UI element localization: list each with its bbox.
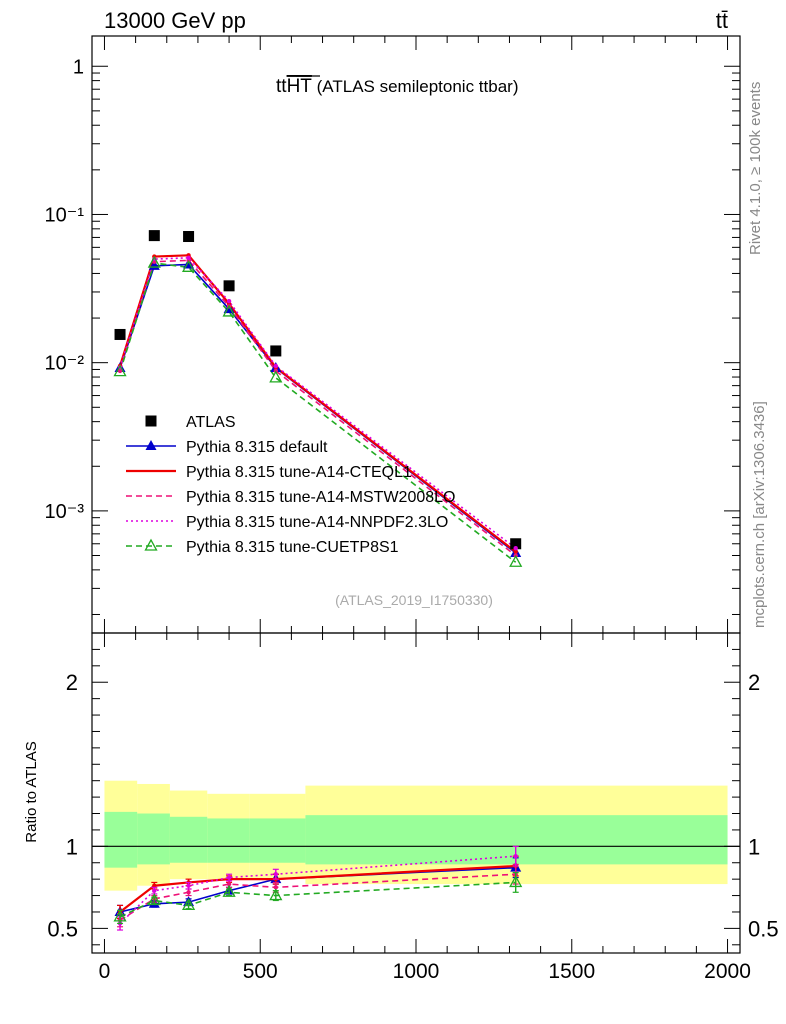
ratio-point xyxy=(186,883,191,888)
main-axes: 1 10⁻¹ 10⁻² 10⁻³ xyxy=(45,36,740,633)
ratio-point xyxy=(273,872,279,877)
ratio-y-tick-label-right: 1 xyxy=(748,834,760,859)
legend-label: Pythia 8.315 default xyxy=(186,439,328,456)
ratio-series-line xyxy=(119,881,516,918)
y-tick-label: 10⁻¹ xyxy=(45,204,85,226)
series-line xyxy=(119,262,517,563)
main-panel: 1 10⁻¹ 10⁻² 10⁻³ ttHT (ATLAS semileptonic t… xyxy=(45,35,741,634)
y-tick-label: 10⁻² xyxy=(45,353,85,375)
series-point xyxy=(181,259,196,272)
series-point xyxy=(113,364,127,377)
ratio-data-layer xyxy=(92,780,740,931)
ratio-axes: 0.5 0.5 1 1 2 2 0 500 1000 1500 2000 xyxy=(47,633,779,983)
legend-label: Pythia 8.315 tune-A14-NNPDF2.3LO xyxy=(186,514,448,531)
data-point xyxy=(183,231,195,243)
y-tick-label: 10⁻³ xyxy=(45,501,85,523)
ratio-panel: 0.5 0.5 1 1 2 2 0 500 1000 1500 2000 Ratio to ATLA… xyxy=(23,632,779,983)
x-tick-label: 1000 xyxy=(393,960,440,983)
series-point xyxy=(269,370,283,383)
rivet-label: Rivet 4.1.0, ≥ 100k events xyxy=(747,82,764,255)
y-tick-label: 1 xyxy=(73,56,84,78)
mcplots-label: mcplots.cern.ch [arXiv:1306.3436] xyxy=(751,401,768,628)
series-point xyxy=(226,298,232,304)
ratio-y-tick-label: 1 xyxy=(66,834,78,859)
legend-label: Pythia 8.315 tune-CUETP8S1 xyxy=(186,539,399,556)
x-tick-label: 0 xyxy=(99,960,111,983)
title-rest: (ATLAS semileptonic ttbar) xyxy=(312,77,519,96)
series-point xyxy=(273,363,279,369)
title-main: tt xyxy=(276,76,287,97)
data-point xyxy=(114,328,126,340)
legend: ATLAS Pythia 8.315 default Pythia 8.315 tu… xyxy=(126,414,455,556)
ratio-ylabel: Ratio to ATLAS xyxy=(23,741,40,842)
legend-marker xyxy=(145,440,157,450)
ratio-point xyxy=(273,885,279,890)
ratio-point xyxy=(513,853,518,859)
legend-marker xyxy=(145,415,157,427)
uncertainty-band-inner xyxy=(207,818,250,863)
x-tick-label: 1500 xyxy=(548,960,595,983)
uncertainty-band-inner xyxy=(137,813,170,865)
ratio-y-tick-label: 0.5 xyxy=(47,916,78,941)
uncertainty-band-inner xyxy=(249,818,306,863)
legend-label: Pythia 8.315 tune-A14-CTEQL1 xyxy=(186,464,412,481)
data-point xyxy=(223,280,235,292)
x-tick-label: 500 xyxy=(243,960,278,983)
series-point xyxy=(509,554,523,567)
ratio-y-tick-label-right: 0.5 xyxy=(748,916,779,941)
ratio-y-tick-label: 2 xyxy=(66,670,78,695)
series-point xyxy=(147,255,161,268)
uncertainty-band-inner xyxy=(169,816,208,863)
ratio-point xyxy=(222,884,236,897)
energy-label: 13000 GeV pp xyxy=(104,8,246,33)
uncertainty-band-inner xyxy=(104,811,138,868)
series-line xyxy=(119,263,517,554)
ratio-point xyxy=(509,875,523,888)
ratio-point xyxy=(269,888,283,901)
ratio-point xyxy=(147,893,161,906)
ratio-point xyxy=(113,909,127,922)
x-tick-label: 2000 xyxy=(704,960,751,983)
data-point xyxy=(510,538,522,550)
data-point xyxy=(270,345,282,357)
ratio-point xyxy=(226,881,232,887)
legend-label: Pythia 8.315 tune-A14-MSTW2008LO xyxy=(186,489,455,506)
series-point xyxy=(513,546,518,551)
series-point xyxy=(117,368,123,374)
legend-marker xyxy=(144,538,158,551)
series-point xyxy=(222,304,236,317)
main-data-layer xyxy=(113,230,523,567)
series-point xyxy=(186,255,191,261)
ratio-series-line xyxy=(119,855,516,925)
data-point xyxy=(148,230,160,242)
analysis-id: (ATLAS_2019_I1750330) xyxy=(335,592,493,608)
ratio-series-line xyxy=(119,864,516,913)
ratio-point xyxy=(152,888,157,893)
ratio-point xyxy=(226,875,232,880)
ratio-y-tick-label-right: 2 xyxy=(748,670,760,695)
chart-title: ttHT (ATLAS semileptonic ttbar) xyxy=(276,76,518,97)
series-line xyxy=(119,259,517,557)
series-point xyxy=(513,549,518,554)
ratio-point xyxy=(186,890,191,895)
legend-label: ATLAS xyxy=(186,414,236,431)
title-overline: HT xyxy=(287,76,313,97)
ratio-point xyxy=(181,898,196,911)
process-label: tt̄ xyxy=(716,8,728,33)
